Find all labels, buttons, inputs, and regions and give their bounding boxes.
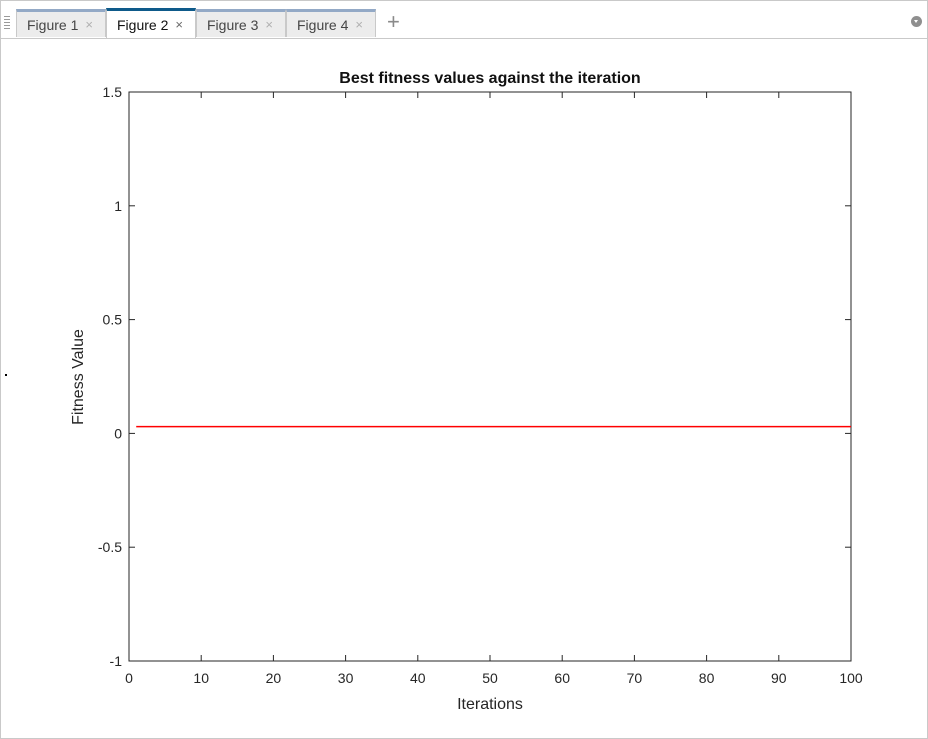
x-tick-label: 70	[627, 670, 643, 686]
x-tick-label: 0	[125, 670, 133, 686]
x-tick-label: 90	[771, 670, 787, 686]
x-tick-label: 100	[839, 670, 863, 686]
x-tick-label: 30	[338, 670, 354, 686]
tab-label: Figure 1	[27, 16, 79, 33]
tab-figure-1[interactable]: Figure 1 ×	[16, 9, 106, 37]
x-tick-label: 20	[266, 670, 282, 686]
tab-label: Figure 2	[117, 16, 169, 33]
y-tick-label: 0.5	[103, 312, 123, 328]
x-tick-label: 10	[193, 670, 209, 686]
y-tick-label: -0.5	[98, 539, 122, 555]
axis-ticks: 0 10 20 30 40 50 60 70 80 90 100 -1 -0.5 0 0.5 1 1.5	[98, 84, 863, 686]
tab-figure-4[interactable]: Figure 4 ×	[286, 9, 376, 37]
y-tick-label: 0	[114, 425, 122, 441]
edge-marker	[5, 374, 7, 376]
x-axis-label: Iterations	[457, 696, 523, 713]
tab-figure-3[interactable]: Figure 3 ×	[196, 9, 286, 37]
x-tick-label: 50	[482, 670, 498, 686]
x-tick-label: 60	[554, 670, 570, 686]
y-tick-label: 1.5	[103, 84, 123, 100]
grip-icon[interactable]	[4, 16, 10, 30]
close-icon[interactable]: ×	[175, 17, 183, 32]
y-tick-label: -1	[110, 653, 123, 669]
y-tick-label: 1	[114, 198, 122, 214]
x-tick-label: 40	[410, 670, 426, 686]
close-icon[interactable]: ×	[85, 17, 93, 32]
tab-label: Figure 4	[297, 16, 349, 33]
dropdown-menu-icon[interactable]	[911, 16, 922, 27]
y-axis-label: Fitness Value	[70, 329, 87, 425]
plus-icon[interactable]: +	[387, 9, 400, 34]
tab-label: Figure 3	[207, 16, 259, 33]
tab-figure-2[interactable]: Figure 2 ×	[106, 8, 196, 38]
x-tick-label: 80	[699, 670, 715, 686]
figure-canvas: Best fitness values against the iteratio…	[70, 70, 863, 713]
figure-tabstrip: Figure 1 × Figure 2 × Figure 3 × Figure …	[1, 7, 927, 39]
close-icon[interactable]: ×	[265, 17, 273, 32]
close-icon[interactable]: ×	[355, 17, 363, 32]
chart-title: Best fitness values against the iteratio…	[339, 70, 640, 87]
plot-area	[128, 91, 852, 662]
